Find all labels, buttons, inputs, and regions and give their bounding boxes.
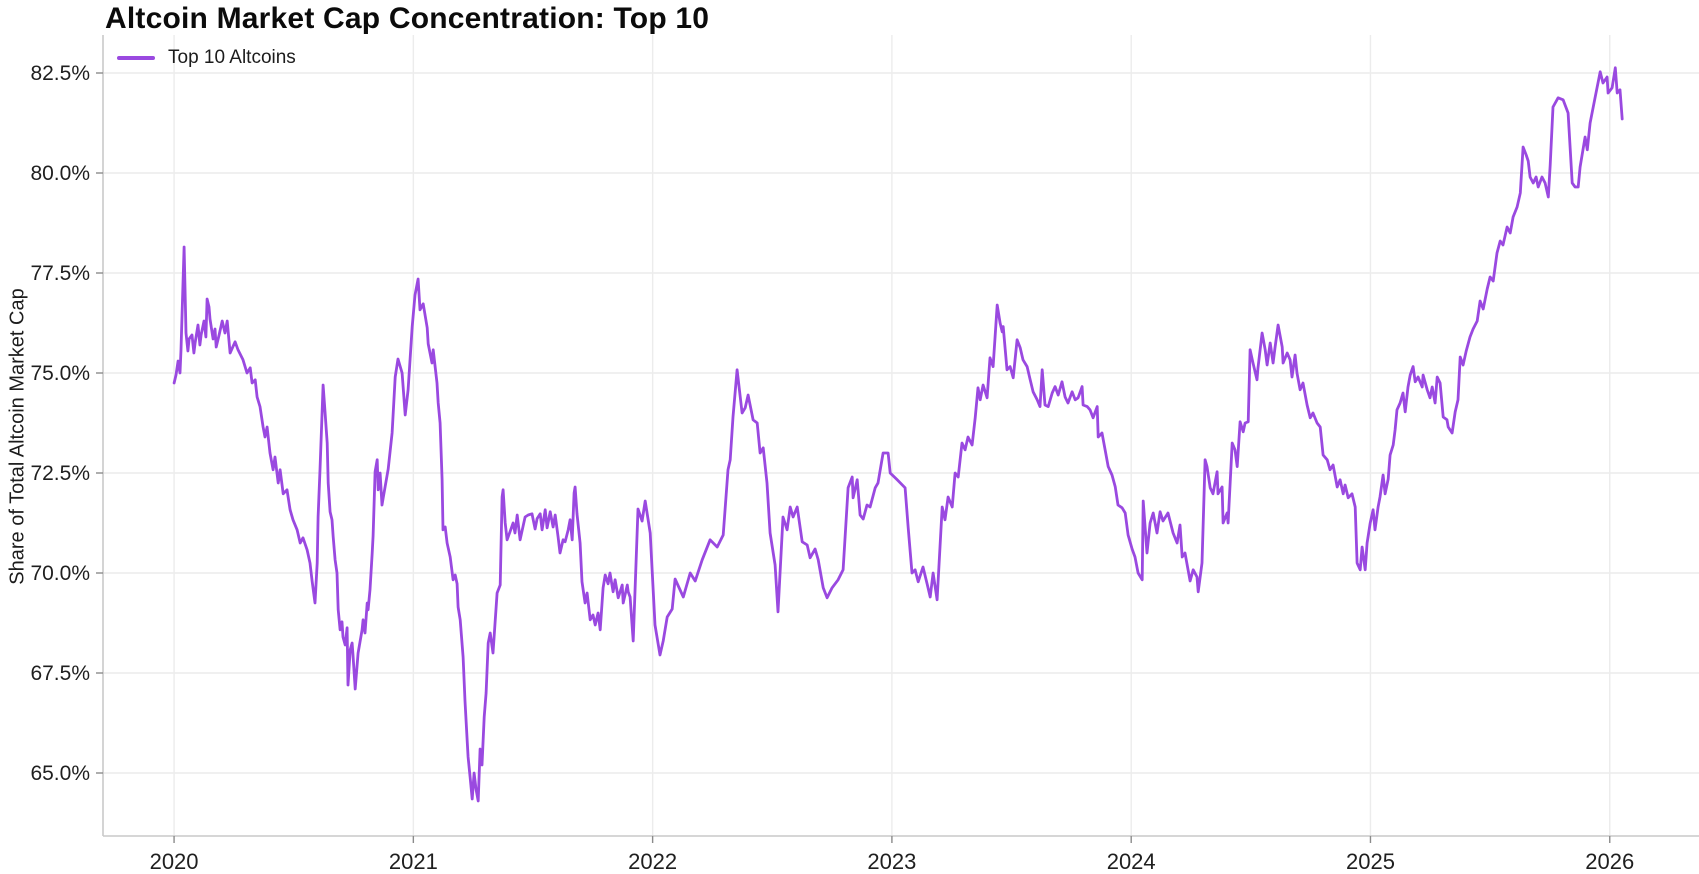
legend: Top 10 Altcoins (117, 47, 296, 69)
y-tick-label: 70.0% (30, 562, 90, 585)
x-tick-label: 2021 (389, 849, 438, 874)
y-tick-label: 80.0% (30, 162, 90, 185)
x-tick-label: 2024 (1107, 849, 1156, 874)
legend-label: Top 10 Altcoins (168, 47, 296, 68)
x-tick-label: 2025 (1346, 849, 1395, 874)
series-line-top-10-altcoins (172, 66, 1624, 803)
y-tick-label: 67.5% (30, 662, 90, 685)
y-tick-label: 72.5% (30, 462, 90, 485)
x-tick-label: 2020 (150, 849, 199, 874)
y-tick-label: 77.5% (30, 262, 90, 285)
chart-title: Altcoin Market Cap Concentration: Top 10 (105, 2, 710, 35)
x-tick-label: 2022 (628, 849, 677, 874)
y-axis-title: Share of Total Altcoin Market Cap (6, 288, 29, 585)
y-tick-label: 75.0% (30, 362, 90, 385)
x-tick-label: 2026 (1585, 849, 1634, 874)
y-tick-label: 65.0% (30, 762, 90, 785)
legend-line-swatch (117, 56, 155, 60)
y-tick-label: 82.5% (30, 62, 90, 85)
x-tick-label: 2023 (867, 849, 916, 874)
